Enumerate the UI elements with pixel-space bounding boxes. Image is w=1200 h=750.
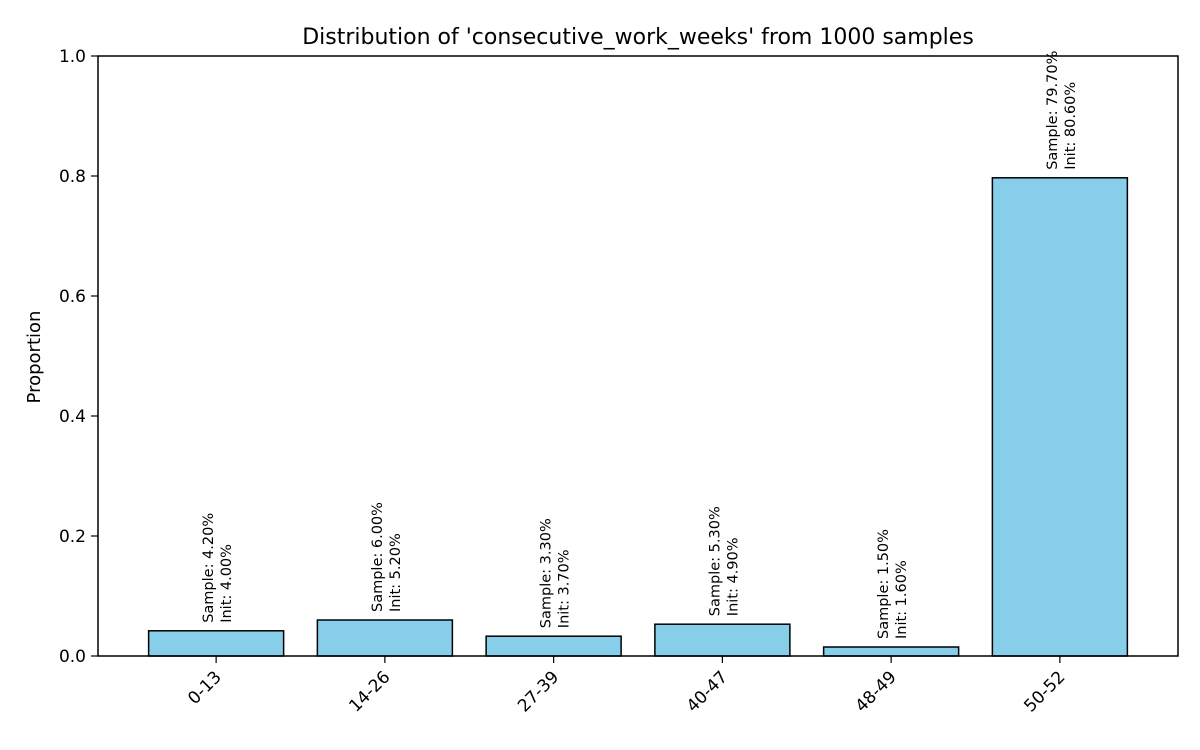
bar-label-sample: Sample: 4.20% [201,513,217,623]
y-tick-label: 0.8 [59,167,86,187]
bar [822,646,960,657]
y-tick-label: 0.2 [59,527,86,547]
bar-label-sample: Sample: 79.70% [1045,51,1061,170]
bar-label-sample: Sample: 1.50% [876,529,892,639]
bar [316,619,454,657]
chart-title: Distribution of 'consecutive_work_weeks'… [302,25,974,50]
bar [654,623,791,657]
bar [485,635,622,657]
bar-label: Sample: 79.70% Init: 80.60% [1045,51,1079,170]
x-tick-label: 0-13 [184,667,225,708]
bar-label: Sample: 5.30% Init: 4.90% [707,506,741,616]
y-tick-label: 0.0 [59,647,86,667]
y-axis: 0.0 0.2 0.4 0.6 0.8 1.0 [59,47,98,667]
y-tick-label: 1.0 [59,47,86,67]
bar-label-sample: Sample: 3.30% [539,518,555,628]
bar-label-init: Init: 5.20% [388,533,404,612]
bar-label: Sample: 6.00% Init: 5.20% [370,502,404,612]
bar-annotations: Sample: 4.20% Init: 4.00% Sample: 6.00% Ini… [201,51,1079,639]
x-tick-label: 14-26 [345,667,394,716]
bar-label-sample: Sample: 5.30% [707,506,723,616]
bar-label: Sample: 1.50% Init: 1.60% [876,529,910,639]
bar-label-init: Init: 1.60% [894,560,910,639]
bar-label-init: Init: 3.70% [557,549,573,628]
bar-label-init: Init: 80.60% [1063,82,1079,170]
x-axis: 0-13 14-26 27-39 40-47 48-49 50-52 [184,656,1069,716]
bar-label-sample: Sample: 6.00% [370,502,386,612]
bars [147,177,1129,657]
bar [147,630,285,657]
bar-label: Sample: 4.20% Init: 4.00% [201,513,235,623]
y-tick-label: 0.4 [59,407,86,427]
y-tick-label: 0.6 [59,287,86,307]
x-tick-label: 48-49 [852,667,901,716]
plot-frame [97,55,1179,657]
x-tick-label: 27-39 [514,667,563,716]
x-tick-label: 50-52 [1020,667,1069,716]
bar-label-init: Init: 4.00% [219,544,235,623]
bar-label: Sample: 3.30% Init: 3.70% [539,518,573,628]
bar [991,177,1129,657]
bar-label-init: Init: 4.90% [725,537,741,616]
y-axis-label: Proportion [24,311,45,404]
x-tick-label: 40-47 [683,667,732,716]
